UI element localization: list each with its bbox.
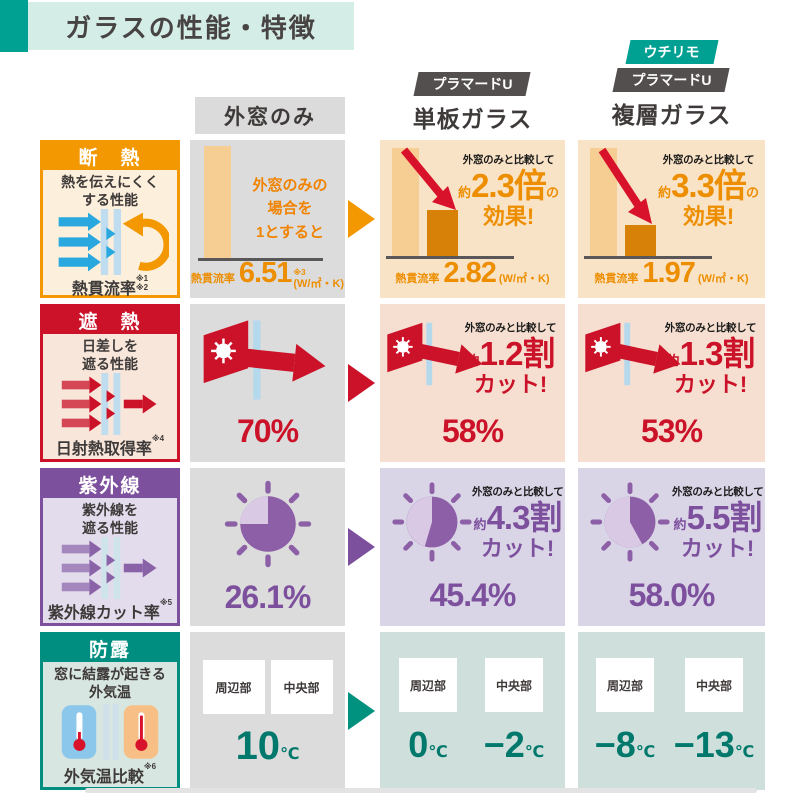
uv-arrows-glass-icon: [61, 537, 157, 599]
bar-improved: [427, 210, 458, 256]
temp-outer-only: 10℃: [235, 724, 300, 768]
solar-gain-outer-only: 70%: [236, 413, 299, 449]
tag-perimeter: 周辺部: [399, 658, 457, 712]
decrease-arrow-icon: [598, 147, 652, 224]
bar-axis: [198, 258, 323, 261]
condensation-double-glass-cell: 周辺部 −8℃ 中央部 −13℃: [578, 632, 765, 790]
heat-shield-single-glass-cell: 外窓のみと比較して 約1.2割 カット! 58%: [380, 304, 565, 462]
uv-single-glass-cell: 外窓のみと比較して 約4.3割 カット! 45.4%: [380, 468, 565, 626]
compare-block: 外窓のみと比較して 約5.5割 カット!: [672, 486, 764, 561]
sun-through-glass-icon: [585, 322, 681, 386]
bottom-shadow: [85, 788, 757, 793]
page-title: ガラスの性能・特徴: [65, 12, 317, 43]
sun-through-glass-icon: [387, 322, 483, 386]
sun-through-glass-icon: [203, 320, 326, 400]
uv-double-glass-cell: 外窓のみと比較して 約5.5割 カット! 58.0%: [578, 468, 765, 626]
u-value-double: 熱貫流率 1.97 (W/㎡・K): [594, 257, 749, 289]
arrow-right-condensation: [348, 692, 375, 730]
u-value-single: 熱貫流率 2.82 (W/㎡・K): [395, 257, 550, 289]
uv-cut-single: 45.4%: [429, 577, 517, 613]
decrease-arrow-icon: [400, 147, 456, 210]
sun-pie-icon: [224, 480, 312, 568]
arrow-right-insulation: [348, 200, 375, 238]
bar-baseline-1x: [204, 146, 231, 258]
uv-cut-outer-only: 26.1%: [224, 579, 312, 615]
row-title-heat-shield: 遮 熱: [43, 307, 177, 334]
row-desc-insulation: 熱を伝えにくく する性能: [61, 174, 159, 208]
row-title-uv: 紫外線: [43, 471, 177, 498]
row-title-anti-condensation: 防露: [43, 635, 177, 662]
heat-shield-double-glass-cell: 外窓のみと比較して 約1.3割 カット! 53%: [578, 304, 765, 462]
insulation-outer-only-cell: 外窓のみの 場合を 1とすると 熱貫流率 6.51 ※3 (W/㎡・K): [190, 140, 345, 298]
insulation-double-glass-cell: 外窓のみと比較して 約3.3倍の 効果! 熱貫流率 1.97 (W/㎡・K): [578, 140, 765, 298]
solar-gain-double: 53%: [640, 413, 703, 449]
perimeter-pair: 周辺部 −8℃: [582, 658, 668, 790]
temp-center-double: −13℃: [673, 724, 755, 765]
row-title-insulation: 断 熱: [43, 143, 177, 170]
metric-uv: 紫外線カット率※5: [47, 598, 173, 622]
column-header-outer-window-only: 外窓のみ: [195, 97, 345, 134]
plamado-u-badge: プラマードU: [615, 68, 727, 92]
condensation-single-glass-cell: 周辺部 0℃ 中央部 −2℃: [380, 632, 565, 790]
metric-anti-condensation: 外気温比較※6: [63, 762, 157, 786]
heat-shield-arrows-glass-icon: [61, 373, 157, 435]
uv-outer-only-cell: 26.1%: [190, 468, 345, 626]
column-name-single-glass: 単板ガラス: [412, 106, 533, 133]
insulation-arrows-glass-icon: [58, 209, 169, 275]
sun-pie-icon: [590, 482, 670, 562]
condensation-outer-only-cell: 周辺部 中央部 10℃: [190, 632, 345, 790]
page-title-bar: ガラスの性能・特徴: [28, 2, 354, 50]
compare-block: 外窓のみと比較して 約4.3割 カット!: [472, 486, 564, 561]
heat-shield-outer-only-cell: 70%: [190, 304, 345, 462]
column-header-single-glass: プラマードU 単板ガラス: [380, 72, 565, 134]
compare-block: 外窓のみと比較して 約2.3倍の 効果!: [458, 154, 559, 229]
column-name-double-glass: 複層ガラス: [611, 102, 732, 129]
compare-block: 外窓のみと比較して 約1.3割 カット!: [664, 322, 757, 397]
uv-cut-double: 58.0%: [628, 577, 716, 613]
tag-center: 中央部: [685, 658, 743, 712]
arrow-right-uv: [348, 528, 375, 566]
u-value-outer-only: 熱貫流率 6.51 ※3 (W/㎡・K): [190, 257, 345, 290]
uchirimo-badge: ウチリモ: [628, 40, 716, 64]
solar-gain-single: 58%: [441, 413, 504, 449]
arrow-right-heat-shield: [348, 364, 375, 402]
bar-improved: [625, 225, 656, 256]
insulation-single-glass-cell: 外窓のみと比較して 約2.3倍の 効果! 熱貫流率 2.82 (W/㎡・K): [380, 140, 565, 298]
plamado-u-badge: プラマードU: [416, 72, 528, 96]
title-accent-square: [0, 0, 28, 52]
row-label-heat-shield: 遮 熱 日差しを 遮る性能 日射熱取得率※4: [40, 304, 180, 462]
tag-center: 中央部: [270, 660, 333, 714]
compare-block: 外窓のみと比較して 約1.2割 カット!: [464, 322, 557, 397]
row-desc-uv: 紫外線を 遮る性能: [82, 502, 138, 536]
baseline-note: 外窓のみの 場合を 1とすると: [252, 177, 328, 241]
temp-perimeter-single: 0℃: [408, 724, 448, 765]
center-pair: 中央部 −2℃: [469, 658, 559, 790]
temp-perimeter-double: −8℃: [594, 724, 656, 765]
tag-perimeter: 周辺部: [596, 658, 654, 712]
compare-block: 外窓のみと比較して 約3.3倍の 効果!: [658, 154, 759, 229]
row-desc-anti-condensation: 窓に結露が起きる 外気温: [54, 666, 166, 700]
center-pair: 中央部 −13℃: [667, 658, 761, 790]
column-header-double-glass: ウチリモ プラマードU 複層ガラス: [578, 40, 765, 130]
perimeter-pair: 周辺部 0℃: [386, 658, 470, 790]
sun-pie-icon: [392, 482, 472, 562]
temp-center-single: −2℃: [483, 724, 545, 765]
metric-insulation: 熱貫流率※1 ※2: [71, 274, 149, 298]
row-label-anti-condensation: 防露 窓に結露が起きる 外気温 外気温比較※6: [40, 632, 180, 790]
tag-center: 中央部: [485, 658, 543, 712]
row-desc-heat-shield: 日差しを 遮る性能: [82, 338, 138, 372]
tag-perimeter: 周辺部: [202, 660, 265, 714]
row-label-insulation: 断 熱 熱を伝えにくく する性能 熱貫流率※1 ※2: [40, 140, 180, 298]
metric-heat-shield: 日射熱取得率※4: [55, 434, 165, 458]
thermometers-glass-icon: [61, 703, 159, 761]
row-label-uv: 紫外線 紫外線を 遮る性能 紫外線カット率※5: [40, 468, 180, 626]
